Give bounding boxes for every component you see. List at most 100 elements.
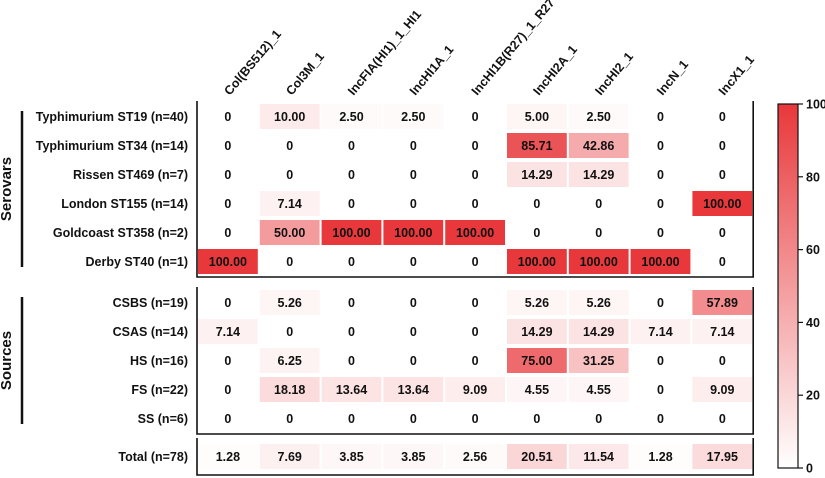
cell-value-label: 0 (533, 412, 540, 426)
panel-frame (196, 438, 754, 476)
cell-value-label: 0 (657, 354, 664, 368)
cell-value-label: 0 (595, 226, 602, 240)
cell-value-label: 0 (595, 412, 602, 426)
cell-value-label: 0 (286, 168, 293, 182)
heatmap-cell (445, 220, 505, 245)
cell-value-label: 2.56 (463, 450, 487, 464)
cell-value-label: 0 (472, 168, 479, 182)
heatmap-cell (507, 290, 567, 315)
cell-value-label: 0 (348, 354, 355, 368)
cell-value-label: 0 (472, 110, 479, 124)
heatmap-cell (507, 104, 567, 129)
heatmap-cell (383, 444, 444, 469)
cell-value-label: 50.00 (274, 226, 305, 240)
cell-value-label: 14.29 (583, 168, 614, 182)
heatmap-cell (198, 319, 258, 344)
cell-value-label: 14.29 (521, 325, 552, 339)
row-label: Derby ST40 (n=1) (86, 255, 188, 269)
cell-value-label: 14.29 (583, 325, 614, 339)
group-label: Sources (0, 331, 15, 390)
cell-value-label: 0 (719, 226, 726, 240)
colorbar-tick-label: 0 (806, 462, 813, 476)
cell-value-label: 7.14 (710, 325, 734, 339)
cell-value-label: 0 (286, 139, 293, 153)
row-label: Total (n=78) (118, 450, 188, 464)
cell-value-label: 0 (657, 383, 664, 397)
heatmap-cell (259, 444, 320, 469)
cell-value-label: 0 (472, 354, 479, 368)
heatmap-cell (568, 348, 629, 373)
cell-value-label: 0 (224, 139, 231, 153)
panel-frame (196, 287, 754, 435)
column-label: Col3M_1 (283, 50, 327, 98)
cell-value-label: 7.69 (278, 450, 302, 464)
cell-value-label: 0 (348, 197, 355, 211)
cell-value-label: 0 (286, 325, 293, 339)
cell-value-label: 0 (224, 354, 231, 368)
cell-value-label: 0 (410, 139, 417, 153)
cell-value-label: 42.86 (583, 139, 614, 153)
heatmap-cell (630, 249, 691, 274)
cell-value-label: 1.28 (648, 450, 672, 464)
cell-value-label: 100.00 (518, 255, 556, 269)
cell-value-label: 0 (719, 354, 726, 368)
cell-value-label: 100.00 (209, 255, 247, 269)
heatmap-cell (445, 444, 505, 469)
cell-value-label: 2.50 (339, 110, 363, 124)
row-label: FS (n=22) (131, 383, 188, 397)
cell-value-label: 0 (224, 296, 231, 310)
heatmap-cell (568, 133, 629, 158)
heatmap-cell (259, 377, 320, 402)
heatmap-cell (507, 348, 567, 373)
cell-value-label: 3.85 (401, 450, 425, 464)
cell-value-label: 0 (657, 412, 664, 426)
group-label: Serovars (0, 157, 15, 221)
heatmap-cell (321, 444, 382, 469)
cell-value-label: 3.85 (339, 450, 363, 464)
cell-value-label: 4.55 (587, 383, 611, 397)
cell-value-label: 100.00 (456, 226, 494, 240)
cell-value-label: 4.55 (525, 383, 549, 397)
cell-value-label: 20.51 (521, 450, 552, 464)
heatmap-cell (630, 444, 691, 469)
cell-value-label: 0 (595, 197, 602, 211)
heatmap-cell (507, 319, 567, 344)
heatmap-cell (568, 290, 629, 315)
colorbar (777, 103, 799, 469)
cell-value-label: 9.09 (463, 383, 487, 397)
heatmap-cell (321, 104, 382, 129)
cell-value-label: 17.95 (707, 450, 738, 464)
cell-value-label: 0 (719, 139, 726, 153)
cell-value-label: 1.28 (216, 450, 240, 464)
row-label: Typhimurium ST19 (n=40) (36, 110, 188, 124)
colorbar-tick-label: 60 (806, 243, 820, 257)
cell-value-label: 100.00 (394, 226, 432, 240)
cell-value-label: 5.26 (587, 296, 611, 310)
cell-value-label: 0 (286, 412, 293, 426)
heatmap-cell (692, 444, 753, 469)
cell-value-label: 31.25 (583, 354, 614, 368)
cell-value-label: 5.26 (278, 296, 302, 310)
colorbar-tick-label: 20 (806, 389, 820, 403)
cell-value-label: 0 (348, 325, 355, 339)
heatmap-cell (692, 319, 753, 344)
panel-frame (196, 101, 754, 278)
column-label: IncHI2A_1 (530, 43, 580, 98)
row-label: Typhimurium ST34 (n=14) (36, 139, 188, 153)
cell-value-label: 57.89 (707, 296, 738, 310)
cell-value-label: 0 (348, 168, 355, 182)
heatmap-cell (692, 290, 753, 315)
cell-value-label: 9.09 (710, 383, 734, 397)
row-label: HS (n=16) (130, 354, 188, 368)
heatmap-cell (507, 162, 567, 187)
cell-value-label: 100.00 (703, 197, 741, 211)
cell-value-label: 6.25 (278, 354, 302, 368)
cell-value-label: 0 (224, 168, 231, 182)
row-label: SS (n=6) (138, 412, 188, 426)
cell-value-label: 0 (224, 110, 231, 124)
colorbar-tick-label: 80 (806, 170, 820, 184)
cell-value-label: 0 (472, 255, 479, 269)
heatmap-cell (568, 444, 629, 469)
cell-value-label: 0 (472, 296, 479, 310)
